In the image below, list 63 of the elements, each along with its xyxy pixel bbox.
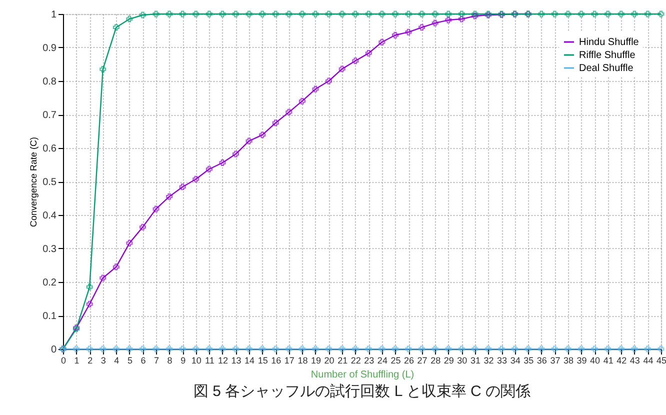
x-tick-label: 13 [231, 356, 242, 366]
x-tick-label: 33 [497, 356, 508, 366]
x-tick-label: 10 [191, 356, 202, 366]
y-tick-label: 0 [50, 344, 57, 356]
x-tick-label: 7 [154, 356, 160, 366]
x-tick-label: 41 [603, 356, 614, 366]
x-tick-label: 35 [524, 356, 534, 366]
x-tick-label: 11 [205, 356, 214, 366]
x-tick-label: 29 [444, 356, 454, 366]
y-tick-label: 0.1 [42, 311, 57, 322]
x-tick-label: 9 [180, 356, 186, 366]
y-tick-label: 0.2 [42, 278, 57, 288]
x-tick-label: 32 [484, 356, 494, 366]
x-tick-label: 37 [550, 356, 560, 366]
y-axis-title: Convergence Rate (C) [28, 136, 39, 228]
x-tick-label: 24 [377, 356, 388, 366]
x-tick-label: 18 [298, 356, 308, 366]
x-tick-label: 21 [338, 356, 348, 366]
y-tick-label: 0.4 [42, 210, 57, 222]
x-tick-label: 8 [167, 356, 172, 366]
x-tick-label: 3 [100, 356, 106, 366]
caption: 図 5 各シャッフルの試行回数 L と収束率 C の関係 [194, 383, 530, 400]
x-tick-label: 12 [218, 356, 228, 366]
y-tick-label: 1 [50, 10, 57, 20]
x-tick-label: 39 [576, 356, 587, 366]
x-tick-label: 44 [643, 356, 654, 366]
x-tick-label: 23 [364, 356, 374, 366]
y-tick-label: 0.9 [42, 43, 57, 54]
legend-label: Riffle Shuffle [579, 50, 636, 61]
x-tick-label: 19 [310, 356, 321, 366]
x-axis-title: Number of Shuffling (L) [310, 370, 414, 380]
x-tick-label: 22 [350, 356, 361, 366]
x-tick-label: 2 [88, 356, 93, 366]
x-tick-label: 5 [127, 356, 132, 366]
x-tick-label: 43 [630, 356, 640, 366]
x-tick-label: 40 [590, 356, 600, 366]
x-tick-label: 45 [656, 356, 666, 366]
legend-label: Hindu Shuffle [579, 37, 640, 48]
x-tick-label: 15 [258, 356, 268, 366]
x-tick-label: 4 [114, 356, 120, 366]
x-tick-label: 14 [244, 356, 255, 366]
x-tick-label: 16 [271, 356, 282, 366]
legend-label: Deal Shuffle [579, 63, 634, 74]
y-tick-label: 0.5 [42, 177, 57, 188]
x-tick-label: 25 [390, 356, 401, 366]
x-tick-label: 20 [324, 356, 334, 366]
x-tick-label: 38 [563, 356, 574, 366]
x-tick-label: 42 [616, 356, 627, 366]
x-tick-label: 26 [404, 356, 414, 366]
x-tick-label: 28 [430, 356, 441, 366]
x-tick-label: 30 [457, 356, 468, 366]
x-tick-label: 1 [74, 356, 80, 366]
y-tick-label: 0.7 [42, 110, 57, 121]
x-tick-label: 17 [284, 356, 294, 366]
x-tick-label: 36 [536, 356, 547, 366]
y-tick-label: 0.6 [42, 144, 57, 154]
x-tick-label: 27 [417, 356, 428, 366]
x-tick-label: 34 [510, 356, 520, 366]
y-tick-label: 0.3 [42, 244, 57, 255]
x-tick-label: 6 [140, 356, 146, 366]
x-tick-label: 0 [60, 356, 66, 366]
x-tick-label: 31 [470, 356, 480, 366]
y-tick-label: 0.8 [42, 76, 57, 88]
